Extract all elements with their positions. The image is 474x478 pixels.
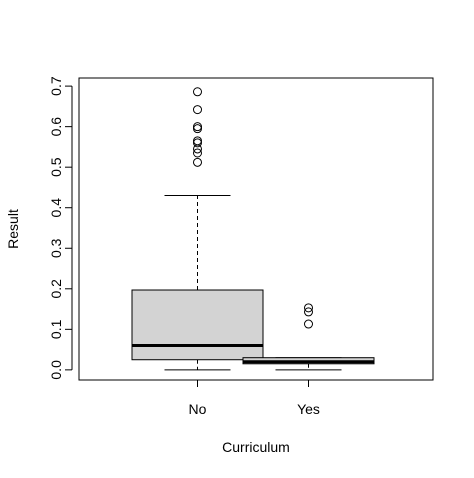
outlier-point xyxy=(193,136,202,146)
outlier-point xyxy=(193,124,202,134)
box-no xyxy=(131,289,264,361)
outlier-point xyxy=(193,157,202,167)
x-tick-label: No xyxy=(189,401,207,417)
y-tick-label: 0.2 xyxy=(48,279,64,299)
x-axis-label: Curriculum xyxy=(222,439,290,455)
y-tick-label: 0.1 xyxy=(48,319,64,339)
y-tick-label: 0.3 xyxy=(48,238,64,258)
outlier-point xyxy=(193,87,202,97)
outlier-point xyxy=(304,307,313,317)
outlier-point xyxy=(193,105,202,115)
x-axis: No Yes xyxy=(189,379,320,417)
outlier-point xyxy=(193,138,202,148)
x-tick-label: Yes xyxy=(297,401,320,417)
y-tick-label: 0.6 xyxy=(48,117,64,137)
outlier-point xyxy=(304,303,313,313)
y-axis: 0.0 0.1 0.2 0.3 0.4 0.5 0.6 0.7 xyxy=(48,76,73,380)
y-tick-label: 0.5 xyxy=(48,157,64,177)
outlier-point xyxy=(193,122,202,132)
outlier-point xyxy=(304,319,313,329)
y-tick-label: 0.0 xyxy=(48,360,64,380)
box-group xyxy=(131,87,375,371)
outlier-point xyxy=(193,148,202,158)
y-axis-label: Result xyxy=(5,209,21,249)
y-tick-label: 0.4 xyxy=(48,198,64,218)
y-tick-label: 0.7 xyxy=(48,76,64,96)
